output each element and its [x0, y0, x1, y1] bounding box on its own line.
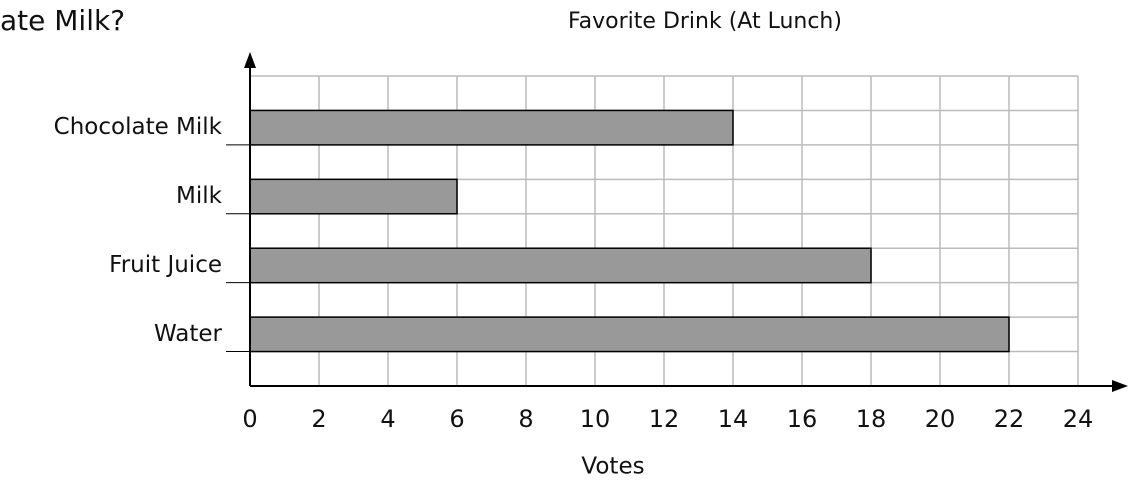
chart-title: Favorite Drink (At Lunch)	[568, 9, 842, 34]
x-tick-label: 2	[311, 405, 326, 433]
y-tick-label: Chocolate Milk	[54, 114, 223, 140]
y-tick-label: Fruit Juice	[109, 252, 222, 278]
x-tick-label: 20	[925, 405, 956, 433]
page-heading: ate Milk?	[0, 4, 125, 37]
x-tick-label: 22	[994, 405, 1025, 433]
x-tick-label: 18	[856, 405, 887, 433]
bar	[249, 247, 872, 284]
y-tick-label: Milk	[176, 183, 223, 209]
y-tick-label: Water	[154, 321, 223, 347]
x-tick-label: 12	[649, 405, 680, 433]
x-axis-arrow	[1112, 380, 1128, 392]
bar	[249, 109, 734, 146]
x-tick-label: 8	[518, 405, 533, 433]
bar	[249, 316, 1010, 353]
x-tick-label: 24	[1063, 405, 1094, 433]
x-tick-label: 4	[380, 405, 395, 433]
x-tick-label: 10	[580, 405, 611, 433]
bar	[249, 178, 458, 215]
x-tick-label: 0	[242, 405, 257, 433]
x-axis-label: Votes	[581, 454, 644, 480]
y-axis-arrow	[244, 52, 256, 68]
x-tick-label: 6	[449, 405, 464, 433]
x-tick-label: 16	[787, 405, 818, 433]
x-tick-label: 14	[718, 405, 749, 433]
